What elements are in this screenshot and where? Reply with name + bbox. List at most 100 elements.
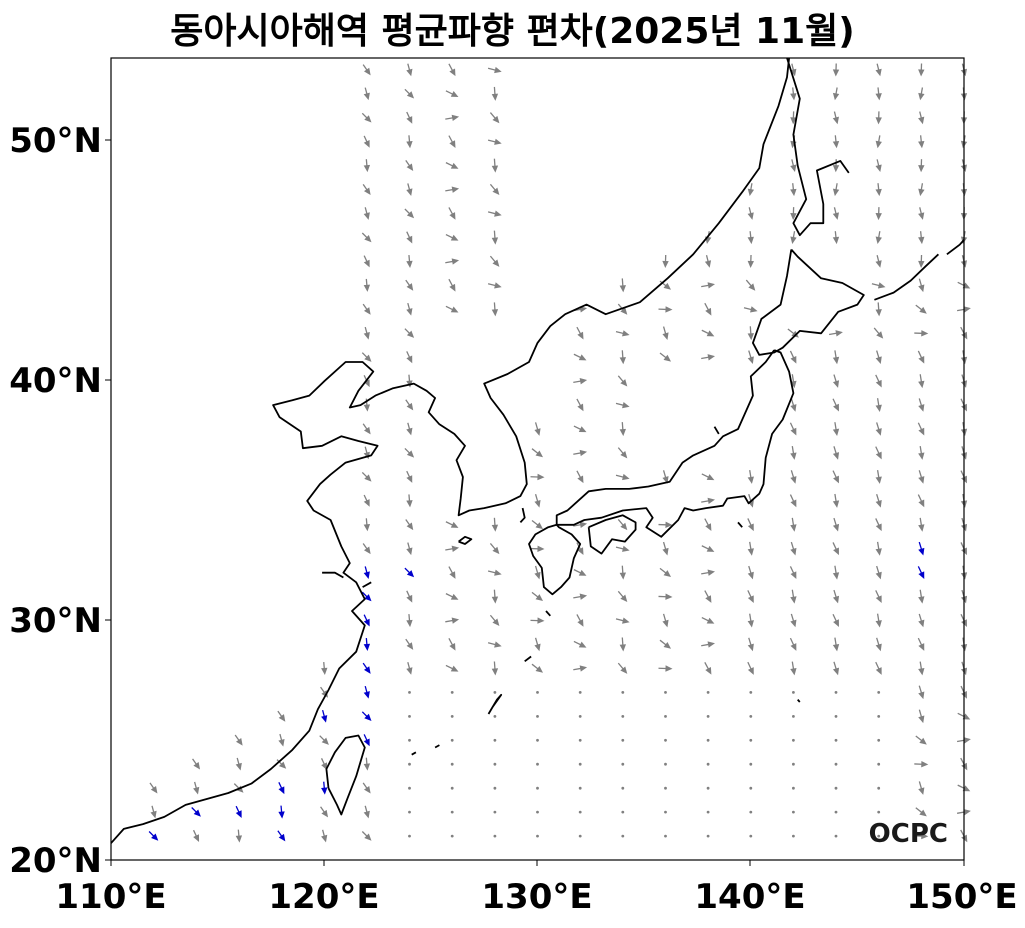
wave-arrow — [573, 665, 588, 672]
wave-arrow-dot — [664, 715, 667, 718]
wave-arrow — [918, 445, 925, 460]
wave-arrow-dot — [792, 810, 795, 814]
wave-arrow-dot — [408, 810, 411, 814]
coastline-segment — [737, 521, 743, 528]
wave-arrow — [747, 469, 754, 484]
wave-arrow — [363, 637, 371, 651]
wave-arrow — [487, 66, 502, 74]
wave-arrow-dot — [749, 834, 753, 838]
coastline-segment — [545, 610, 551, 617]
lat-tick-label: 30°N — [9, 601, 102, 641]
wave-arrow — [363, 518, 371, 532]
wave-arrow — [489, 255, 500, 267]
wave-arrow — [790, 541, 797, 556]
wave-arrow — [361, 831, 372, 841]
wave-arrow — [530, 473, 545, 481]
wave-arrow — [405, 160, 414, 172]
wave-arrow — [832, 374, 840, 388]
wave-arrow-dot — [706, 762, 710, 766]
wave-arrow-dot — [536, 786, 539, 790]
wave-arrow — [790, 159, 797, 173]
wave-arrow-dot — [450, 738, 454, 742]
wave-arrow — [615, 473, 630, 481]
wave-arrow — [747, 661, 754, 675]
wave-arrow — [915, 304, 927, 314]
wave-arrow — [747, 254, 755, 268]
wave-arrow — [747, 637, 754, 652]
wave-arrow-dot — [536, 715, 539, 718]
wave-arrow — [491, 302, 499, 317]
wave-arrow-dot — [621, 738, 625, 742]
coastline-segment — [519, 507, 526, 524]
wave-arrow — [875, 183, 882, 197]
wave-arrow — [875, 111, 882, 125]
wave-arrow — [747, 565, 754, 580]
wave-arrow — [789, 422, 797, 436]
wave-arrow-dot — [450, 834, 454, 838]
wave-arrow — [448, 566, 456, 579]
wave-arrow — [875, 613, 882, 628]
wave-arrow-dot — [536, 810, 539, 814]
wave-direction-arrows — [148, 63, 971, 843]
wave-arrow — [445, 545, 460, 552]
wave-arrow-dot — [450, 715, 454, 718]
wave-arrow — [701, 641, 715, 648]
wave-arrow — [445, 258, 460, 265]
wave-arrow — [832, 398, 839, 412]
coastline-segment — [110, 57, 790, 844]
wave-arrow-dot — [706, 715, 710, 718]
wave-arrow — [747, 518, 754, 532]
wave-arrow — [790, 207, 797, 221]
wave-arrow — [405, 519, 414, 531]
wave-arrow — [918, 613, 925, 628]
wave-arrow — [234, 734, 243, 746]
wave-arrow — [790, 183, 797, 197]
wave-arrow — [918, 254, 925, 268]
wave-arrow — [917, 422, 925, 436]
wave-arrow — [406, 302, 413, 316]
wave-arrow — [619, 278, 626, 293]
wave-arrow-dot — [792, 738, 795, 742]
wave-arrow — [615, 617, 630, 624]
wave-arrow — [363, 446, 370, 460]
wave-arrow — [149, 782, 158, 794]
wave-arrow — [918, 63, 925, 77]
wave-arrow — [704, 518, 712, 531]
wave-arrow — [918, 159, 925, 173]
wave-arrow — [278, 782, 285, 795]
coastline-segment — [946, 239, 965, 256]
lat-tick-label: 50°N — [9, 121, 102, 161]
lon-tick-label: 150°E — [906, 877, 1017, 917]
wave-arrow — [487, 641, 502, 648]
wave-arrow — [701, 616, 715, 624]
wave-arrow — [363, 159, 371, 173]
wave-arrow-dot — [877, 762, 881, 766]
wave-arrow — [235, 805, 242, 818]
wave-arrow — [406, 422, 413, 436]
wave-arrow — [320, 758, 328, 771]
wave-arrow — [361, 711, 372, 721]
wave-arrow — [576, 470, 584, 484]
wave-arrow — [362, 64, 371, 76]
wave-arrow — [875, 494, 882, 508]
wave-arrow — [321, 709, 328, 723]
wave-arrow — [491, 86, 499, 101]
wave-arrow — [192, 758, 201, 770]
wave-arrow — [662, 326, 669, 341]
wave-arrow — [747, 541, 754, 556]
wave-arrow — [956, 306, 971, 313]
wave-arrow-dot — [408, 786, 411, 790]
wave-arrow-dot — [792, 715, 795, 718]
wave-arrow — [658, 593, 673, 600]
wave-arrow-dot — [834, 834, 838, 838]
wave-arrow — [704, 662, 712, 675]
wave-arrow — [406, 542, 413, 556]
wave-arrow — [363, 207, 370, 220]
wave-arrow — [832, 231, 840, 245]
wave-arrow — [875, 255, 882, 268]
wave-arrow — [445, 617, 460, 624]
wave-arrow-dot — [792, 834, 795, 838]
wave-arrow-dot — [493, 738, 497, 742]
wave-arrow — [659, 352, 672, 362]
wave-arrow-dot — [536, 834, 539, 838]
